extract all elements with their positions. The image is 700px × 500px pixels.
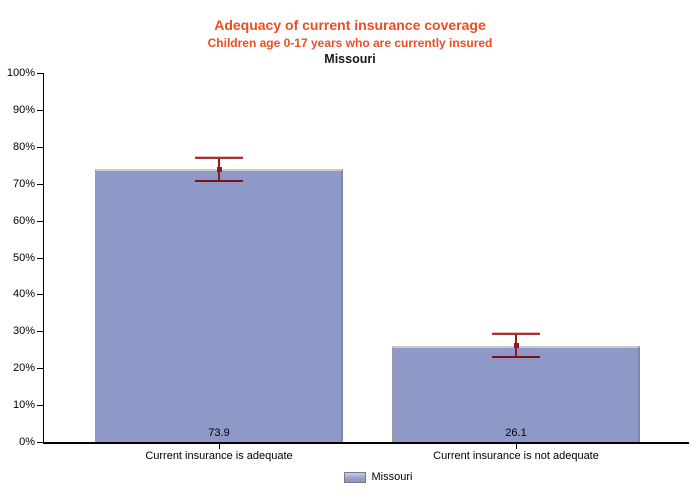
x-axis-line [43,442,689,444]
y-axis-tick-label: 90% [12,103,35,116]
chart-title: Adequacy of current insurance coverage [214,17,486,33]
chart-region-title: Missouri [324,52,376,66]
y-axis-tick [37,220,43,222]
y-axis-tick [37,183,43,185]
error-bar-bottom-whisker [492,355,540,358]
y-axis-tick-label: 80% [12,140,35,153]
legend-label: Missouri [371,471,413,483]
y-axis-tick-label: 40% [12,288,35,301]
y-axis-tick [37,109,43,111]
y-axis-tick [37,331,43,333]
title-block: Adequacy of current insurance coverage C… [0,16,700,67]
y-axis-tick-label: 100% [6,67,35,79]
x-axis-category-label: Current insurance is not adequate [433,450,599,462]
legend-swatch [343,471,366,483]
x-axis-tick [516,444,517,449]
error-bar-mean-marker [216,166,222,172]
bar-value-label: 73.9 [208,427,230,439]
legend: Missouri [28,469,700,485]
y-axis-tick [37,146,43,148]
y-axis-tick-label: 50% [12,251,35,264]
y-axis-tick [37,294,43,296]
y-axis-tick-label: 60% [12,214,35,227]
error-bar-bottom-whisker [195,179,243,182]
y-axis-tick [37,257,43,259]
x-axis-tick [219,444,220,449]
y-axis-line [43,73,44,443]
y-axis-tick-label: 70% [12,177,35,190]
error-bar-top-whisker [195,156,243,160]
y-axis-tick-label: 20% [12,362,35,375]
error-bar-top-whisker [492,332,540,336]
bar [95,169,343,442]
y-axis-tick [37,73,43,74]
y-axis-tick [37,405,43,407]
x-axis-category-label: Current insurance is adequate [145,450,293,462]
bar-value-label: 26.1 [505,427,527,439]
error-bar-mean-marker [513,343,519,349]
y-axis-tick-label: 0% [19,436,35,448]
y-axis-tick-label: 10% [12,399,35,412]
chart-subtitle: Children age 0-17 years who are currentl… [207,36,493,50]
y-axis-tick [37,368,43,370]
y-axis-tick-label: 30% [12,325,35,338]
bar [392,345,640,442]
y-axis-tick [37,442,43,443]
